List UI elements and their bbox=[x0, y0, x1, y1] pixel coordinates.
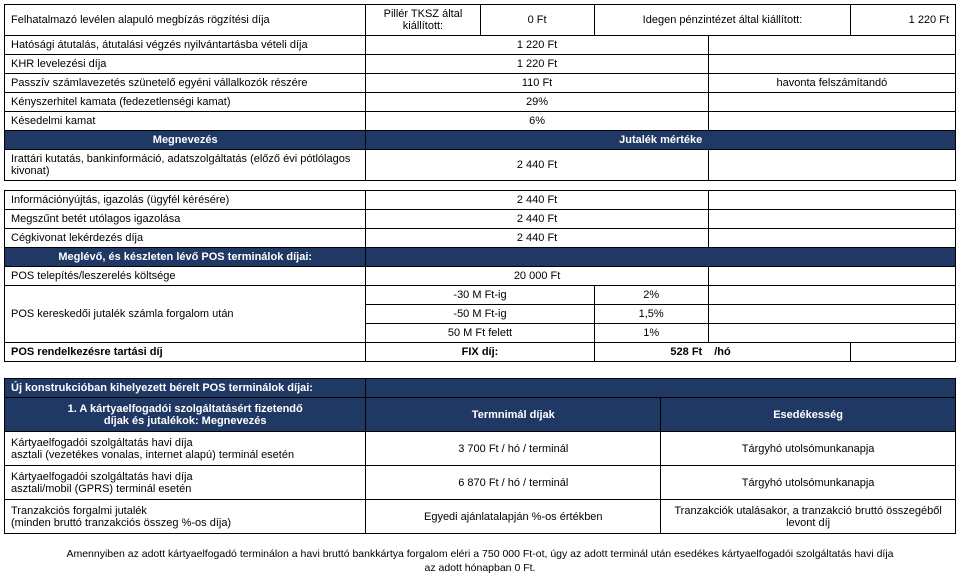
text: (minden bruttó tranzakciós összeg %-os d… bbox=[11, 517, 231, 529]
cell: 2 440 Ft bbox=[366, 229, 708, 248]
text: 1. A kártyaelfogadói szolgáltatásért fiz… bbox=[68, 403, 303, 415]
cell: 2% bbox=[594, 286, 708, 305]
cell: Tranzakciós forgalmi jutalék (minden bru… bbox=[5, 500, 366, 534]
pos-table: Új konstrukcióban kihelyezett bérelt POS… bbox=[4, 378, 956, 534]
cell: FIX díj: bbox=[366, 343, 594, 362]
cell bbox=[851, 343, 956, 362]
cell: 3 700 Ft / hó / terminál bbox=[366, 432, 661, 466]
cell: Passzív számlavezetés szünetelő egyéni v… bbox=[5, 74, 366, 93]
cell: -50 M Ft-ig bbox=[366, 305, 594, 324]
text: Kártyaelfogadói szolgáltatás havi díja bbox=[11, 471, 193, 483]
text: asztali/mobil (GPRS) terminál esetén bbox=[11, 483, 191, 495]
cell: Késedelmi kamat bbox=[5, 112, 366, 131]
cell bbox=[708, 150, 955, 181]
cell bbox=[708, 93, 955, 112]
cell: Tárgyhó utolsómunkanapja bbox=[661, 466, 956, 500]
cell: Felhatalmazó levélen alapuló megbízás rö… bbox=[5, 5, 366, 36]
cell: Irattári kutatás, bankinformáció, adatsz… bbox=[5, 150, 366, 181]
cell: 2 440 Ft bbox=[366, 210, 708, 229]
cell: 1 220 Ft bbox=[366, 55, 708, 74]
cell: Tárgyhó utolsómunkanapja bbox=[661, 432, 956, 466]
text: Amennyiben az adott kártyaelfogadó termi… bbox=[66, 548, 893, 560]
cell: Cégkivonat lekérdezés díja bbox=[5, 229, 366, 248]
cell: POS kereskedői jutalék számla forgalom u… bbox=[5, 286, 366, 343]
cell: /hó bbox=[708, 343, 851, 362]
cell: 110 Ft bbox=[366, 74, 708, 93]
cell bbox=[708, 210, 955, 229]
cell bbox=[708, 286, 955, 305]
cell bbox=[708, 229, 955, 248]
header-cell: 1. A kártyaelfogadói szolgáltatásért fiz… bbox=[5, 398, 366, 432]
cell: POS telepítés/leszerelés költsége bbox=[5, 267, 366, 286]
cell: Megszűnt betét utólagos igazolása bbox=[5, 210, 366, 229]
cell: Egyedi ajánlatalapján %-os értékben bbox=[366, 500, 661, 534]
cell: 1 220 Ft bbox=[851, 5, 956, 36]
cell bbox=[708, 324, 955, 343]
cell: Kártyaelfogadói szolgáltatás havi díja a… bbox=[5, 466, 366, 500]
footer-note: Amennyiben az adott kártyaelfogadó termi… bbox=[4, 548, 956, 575]
cell: 29% bbox=[366, 93, 708, 112]
text: Kártyaelfogadói szolgáltatás havi díja bbox=[11, 437, 193, 449]
header-cell bbox=[366, 379, 956, 398]
header-cell: Jutalék mértéke bbox=[366, 131, 956, 150]
cell bbox=[708, 112, 955, 131]
fees-table-1: Felhatalmazó levélen alapuló megbízás rö… bbox=[4, 4, 956, 362]
cell bbox=[708, 305, 955, 324]
header-cell: Esedékesség bbox=[661, 398, 956, 432]
cell: 2 440 Ft bbox=[366, 191, 708, 210]
text: díjak és jutalékok: Megnevezés bbox=[104, 415, 267, 427]
cell: Hatósági átutalás, átutalási végzés nyil… bbox=[5, 36, 366, 55]
header-cell: Meglévő, és készleten lévő POS terminálo… bbox=[5, 248, 366, 267]
cell bbox=[708, 36, 955, 55]
cell bbox=[708, 267, 955, 286]
header-cell: Megnevezés bbox=[5, 131, 366, 150]
cell bbox=[708, 55, 955, 74]
cell: Pillér TKSZ által kiállított: bbox=[366, 5, 480, 36]
cell: Kártyaelfogadói szolgáltatás havi díja a… bbox=[5, 432, 366, 466]
cell: -30 M Ft-ig bbox=[366, 286, 594, 305]
cell: 20 000 Ft bbox=[366, 267, 708, 286]
cell: Idegen pénzintézet által kiállított: bbox=[594, 5, 851, 36]
cell: 1 220 Ft bbox=[366, 36, 708, 55]
cell: Kényszerhitel kamata (fedezetlenségi kam… bbox=[5, 93, 366, 112]
text: az adott hónapban 0 Ft. bbox=[425, 562, 536, 574]
cell: Tranzakciók utalásakor, a tranzakció bru… bbox=[661, 500, 956, 534]
text: Tranzakciós forgalmi jutalék bbox=[11, 505, 147, 517]
text: asztali (vezetékes vonalas, internet ala… bbox=[11, 449, 294, 461]
cell: 2 440 Ft bbox=[366, 150, 708, 181]
cell: Információnyújtás, igazolás (ügyfél kéré… bbox=[5, 191, 366, 210]
cell: 50 M Ft felett bbox=[366, 324, 594, 343]
cell: havonta felszámítandó bbox=[708, 74, 955, 93]
cell: 6% bbox=[366, 112, 708, 131]
cell: 1,5% bbox=[594, 305, 708, 324]
cell: 0 Ft bbox=[480, 5, 594, 36]
cell bbox=[708, 191, 955, 210]
cell: 6 870 Ft / hó / terminál bbox=[366, 466, 661, 500]
header-cell: Termnimál díjak bbox=[366, 398, 661, 432]
cell: KHR levelezési díja bbox=[5, 55, 366, 74]
cell: 528 Ft bbox=[594, 343, 708, 362]
header-cell: Új konstrukcióban kihelyezett bérelt POS… bbox=[5, 379, 366, 398]
cell: 1% bbox=[594, 324, 708, 343]
cell: POS rendelkezésre tartási díj bbox=[5, 343, 366, 362]
header-cell bbox=[366, 248, 956, 267]
